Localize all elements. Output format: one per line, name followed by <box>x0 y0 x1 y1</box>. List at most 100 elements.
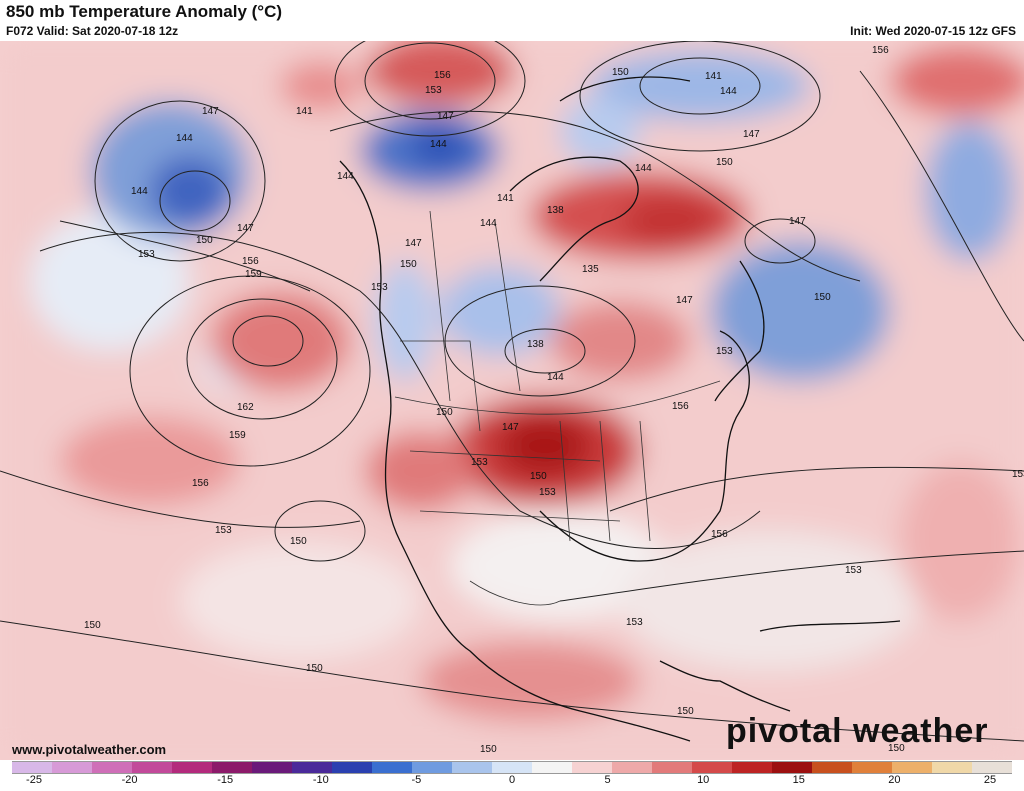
contour-labels: 147 141 144 144 153 156 147 144 144 141 138 144 150 1… <box>84 45 1024 755</box>
website-url: www.pivotalweather.com <box>12 742 167 757</box>
contour-label: 147 <box>502 422 519 433</box>
contour-label: 150 <box>612 67 629 78</box>
contour-label: 156 <box>434 70 451 81</box>
colorbar-swatch <box>972 762 1012 773</box>
contour-label: 162 <box>237 402 254 413</box>
contour-label: 153 <box>471 457 488 468</box>
contour-label: 150 <box>530 471 547 482</box>
contour-label: 147 <box>405 238 422 249</box>
colorbar-tick-label: -15 <box>217 774 234 786</box>
contour-label: 144 <box>635 163 652 174</box>
contour-label: 153 <box>845 565 862 576</box>
contour-label: 147 <box>437 111 454 122</box>
colorbar-tick-label: 10 <box>697 774 710 786</box>
brand-logo: pivotal weather <box>726 712 989 750</box>
contour-label: 147 <box>676 295 693 306</box>
valid-time: F072 Valid: Sat 2020-07-18 12z <box>6 24 179 38</box>
colorbar-tick-label: 0 <box>508 774 516 786</box>
borders <box>394 210 721 606</box>
colorbar-swatch <box>532 762 572 773</box>
colorbar-swatch <box>132 762 172 773</box>
contour-label: 144 <box>131 186 148 197</box>
colorbar-swatch <box>492 762 532 773</box>
contour-label: 150 <box>888 743 905 754</box>
contour-label: 156 <box>192 478 209 489</box>
contour-label: 153 <box>215 525 232 536</box>
colorbar-swatch <box>932 762 972 773</box>
contour-label: 147 <box>202 106 219 117</box>
colorbar-swatch <box>412 762 452 773</box>
colorbar-swatch <box>92 762 132 773</box>
colorbar-swatch <box>612 762 652 773</box>
coastlines <box>339 76 901 742</box>
contour-label: 156 <box>242 256 259 267</box>
contour-label: 153 <box>626 617 643 628</box>
contour-label: 150 <box>814 292 831 303</box>
colorbar-swatch <box>652 762 692 773</box>
contour-label: 144 <box>547 372 564 383</box>
colorbar-swatch <box>172 762 212 773</box>
colorbar-swatch <box>292 762 332 773</box>
colorbar-tick-label: -5 <box>411 774 422 786</box>
map-title: 850 mb Temperature Anomaly (°C) <box>6 2 283 21</box>
colorbar-swatch <box>892 762 932 773</box>
contour-label: 150 <box>400 259 417 270</box>
colorbar-tick-label: -10 <box>312 774 329 786</box>
contour-label: 159 <box>229 430 246 441</box>
contour-label: 147 <box>789 216 806 227</box>
colorbar-swatch <box>332 762 372 773</box>
contour-label: 144 <box>430 139 447 150</box>
colorbar-swatch <box>692 762 732 773</box>
colorbar-swatch <box>52 762 92 773</box>
colorbar-swatch <box>372 762 412 773</box>
anomaly-map: 147 141 144 144 153 156 147 144 144 141 138 144 150 1… <box>0 41 1024 760</box>
contour-label: 147 <box>743 129 760 140</box>
contour-label: 138 <box>527 339 544 350</box>
contour-label: 150 <box>677 706 694 717</box>
colorbar-ticks: -25 -20 -15 -10 -5 0 5 10 15 20 25 <box>0 774 1024 790</box>
contour-label: 150 <box>196 235 213 246</box>
colorbar-tick-label: 25 <box>983 774 997 786</box>
contour-label: 153 <box>371 282 388 293</box>
colorbar-swatch <box>252 762 292 773</box>
contour-label: 144 <box>720 86 737 97</box>
colorbar-tick-label: 5 <box>604 774 611 786</box>
contour-label: 144 <box>176 133 193 144</box>
colorbar-swatch <box>852 762 892 773</box>
init-time: Init: Wed 2020-07-15 12z GFS <box>850 24 1016 38</box>
contour-label: 159 <box>245 269 262 280</box>
contour-label: 150 <box>716 157 733 168</box>
contour-label: 153 <box>425 85 442 96</box>
colorbar-swatch <box>732 762 772 773</box>
contour-label: 153 <box>1012 469 1024 480</box>
contour-label: 147 <box>237 223 254 234</box>
contour-label: 150 <box>290 536 307 547</box>
colorbar-swatch <box>572 762 612 773</box>
contour-label: 153 <box>138 249 155 260</box>
height-contours <box>0 41 1024 742</box>
colorbar-swatch <box>212 762 252 773</box>
colorbar-tick-label: 15 <box>792 774 805 786</box>
contour-label: 141 <box>497 193 514 204</box>
contour-label: 144 <box>337 171 354 182</box>
contour-label: 141 <box>705 71 722 82</box>
colorbar-swatch <box>12 762 52 773</box>
contour-label: 156 <box>711 529 728 540</box>
contour-label: 156 <box>672 401 689 412</box>
colorbar-swatch <box>772 762 812 773</box>
contour-label: 141 <box>296 106 313 117</box>
contour-label: 144 <box>480 218 497 229</box>
contour-label: 150 <box>436 407 453 418</box>
contour-label: 150 <box>84 620 101 631</box>
contour-label: 135 <box>582 264 599 275</box>
contour-label: 138 <box>547 205 564 216</box>
colorbar <box>12 761 1012 774</box>
contour-label: 153 <box>716 346 733 357</box>
colorbar-swatch <box>812 762 852 773</box>
contour-label: 150 <box>306 663 323 674</box>
colorbar-tick-label: 20 <box>888 774 901 786</box>
map-graphic: 147 141 144 144 153 156 147 144 144 141 138 144 150 1… <box>0 41 1024 760</box>
colorbar-tick-label: -25 <box>26 774 42 786</box>
colorbar-tick-label: -20 <box>121 774 138 786</box>
contour-label: 156 <box>872 45 889 56</box>
